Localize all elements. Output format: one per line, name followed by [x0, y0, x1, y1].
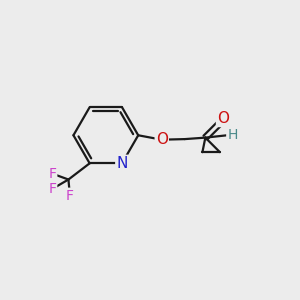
- Text: O: O: [156, 132, 168, 147]
- Text: O: O: [217, 111, 229, 126]
- Text: N: N: [116, 156, 128, 171]
- Text: F: F: [66, 189, 74, 203]
- Text: H: H: [227, 128, 238, 142]
- Text: F: F: [48, 182, 56, 196]
- Text: F: F: [48, 167, 56, 181]
